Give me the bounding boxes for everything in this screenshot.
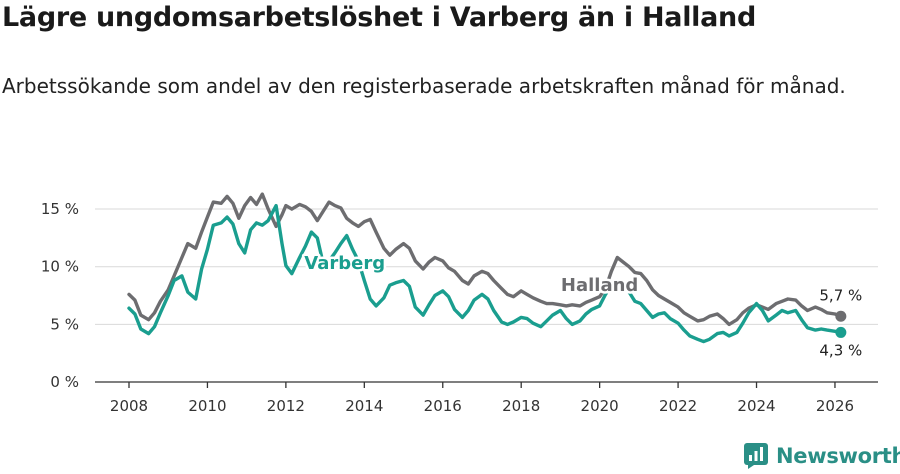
x-tick-label: 2014 <box>345 397 383 415</box>
chart-title: Lägre ungdomsarbetslöshet i Varberg än i… <box>2 2 756 33</box>
y-tick-label: 10 % <box>41 258 79 276</box>
x-tick-label: 2022 <box>659 397 697 415</box>
newsworthy-logo-icon <box>744 443 768 469</box>
series-lines <box>127 192 847 344</box>
newsworthy-brand: Newsworthy <box>744 441 900 471</box>
y-tick-label: 15 % <box>41 200 79 218</box>
y-tick-label: 5 % <box>50 315 79 333</box>
end-value-label-halland: 5,7 % <box>819 286 862 304</box>
chart-subtitle: Arbetssökande som andel av den registerb… <box>2 74 846 98</box>
series-line-halland <box>127 192 843 327</box>
end-value-label-varberg: 4,3 % <box>819 341 862 359</box>
brand-name: Newsworthy <box>776 444 900 468</box>
series-label-halo: Halland <box>561 275 638 296</box>
end-point-halland <box>835 310 847 322</box>
x-tick-label: 2016 <box>424 397 462 415</box>
x-tick-label: 2018 <box>502 397 540 415</box>
y-axis-ticks: 0 % 5 % 10 % 15 % <box>41 200 79 391</box>
x-tick-label: 2024 <box>737 397 775 415</box>
grid-lines <box>95 208 878 325</box>
series-line-varberg <box>127 203 843 344</box>
series-label-varberg: Varberg <box>304 253 385 274</box>
x-tick-label: 2020 <box>581 397 619 415</box>
series-label-halland: Halland <box>561 275 638 296</box>
x-axis: 2008 2010 2012 2014 2016 2018 2020 2022 2024 2026 <box>95 381 878 415</box>
y-tick-label: 0 % <box>50 373 79 391</box>
x-tick-label: 2008 <box>110 397 148 415</box>
x-tick-label: 2010 <box>188 397 226 415</box>
series-label-halo: Varberg <box>304 253 385 274</box>
x-tick-label: 2026 <box>816 397 854 415</box>
end-point-varberg <box>835 326 847 338</box>
x-tick-label: 2012 <box>267 397 305 415</box>
